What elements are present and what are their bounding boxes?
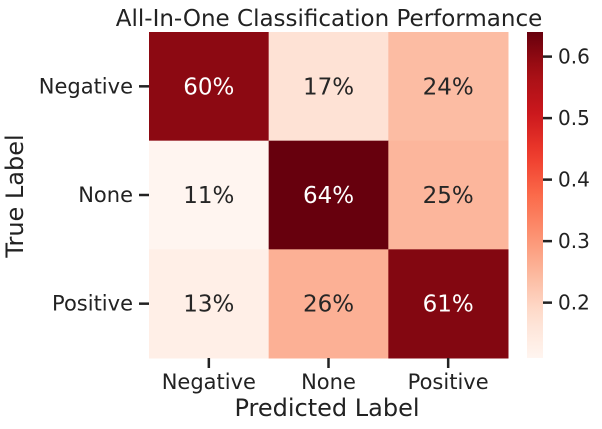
- y-axis-ticks: Negative None Positive: [39, 74, 149, 316]
- cell-value-label: 25%: [423, 183, 474, 209]
- colorbar-tick-label: 0.4: [558, 168, 590, 192]
- colorbar-tick-label: 0.3: [558, 229, 590, 253]
- cell-value-label: 11%: [183, 183, 234, 209]
- heatmap-cell: [149, 140, 270, 250]
- heatmap-cell: [388, 249, 509, 359]
- x-tick-label: None: [301, 370, 356, 394]
- cell-value-label: 24%: [423, 74, 474, 100]
- cell-value-label: 61%: [423, 292, 474, 318]
- heatmap-cell: [388, 32, 509, 142]
- colorbar: [527, 32, 543, 358]
- x-tick-label: Positive: [408, 370, 489, 394]
- x-axis-ticks: Negative None Positive: [162, 358, 489, 394]
- x-tick-label: Negative: [162, 370, 256, 394]
- chart-title: All-In-One Classification Performance: [116, 6, 543, 32]
- heatmap-cell: [149, 32, 270, 142]
- heatmap-cells: [149, 32, 509, 359]
- heatmap-cell: [149, 249, 270, 359]
- heatmap-cell: [388, 140, 509, 250]
- y-tick-label: Positive: [52, 292, 133, 316]
- cell-value-label: 13%: [183, 292, 234, 318]
- heatmap-cell: [268, 140, 389, 250]
- colorbar-tick-label: 0.5: [558, 106, 590, 130]
- heatmap-cell-labels: 60% 17% 24% 11% 64% 25% 13% 26% 61%: [183, 74, 473, 317]
- cell-value-label: 26%: [303, 292, 354, 318]
- y-axis-label: True Label: [1, 134, 29, 258]
- colorbar-tick-label: 0.2: [558, 291, 590, 315]
- heatmap-cell: [268, 32, 389, 142]
- y-tick-label: Negative: [39, 74, 133, 98]
- cell-value-label: 60%: [183, 74, 234, 100]
- cell-value-label: 64%: [303, 183, 354, 209]
- x-axis-label: Predicted Label: [234, 394, 419, 422]
- cell-value-label: 17%: [303, 74, 354, 100]
- colorbar-tick-label: 0.6: [558, 45, 590, 69]
- y-tick-label: None: [78, 183, 133, 207]
- heatmap-cell: [268, 249, 389, 359]
- colorbar-ticks: 0.2 0.3 0.4 0.5 0.6: [543, 45, 590, 315]
